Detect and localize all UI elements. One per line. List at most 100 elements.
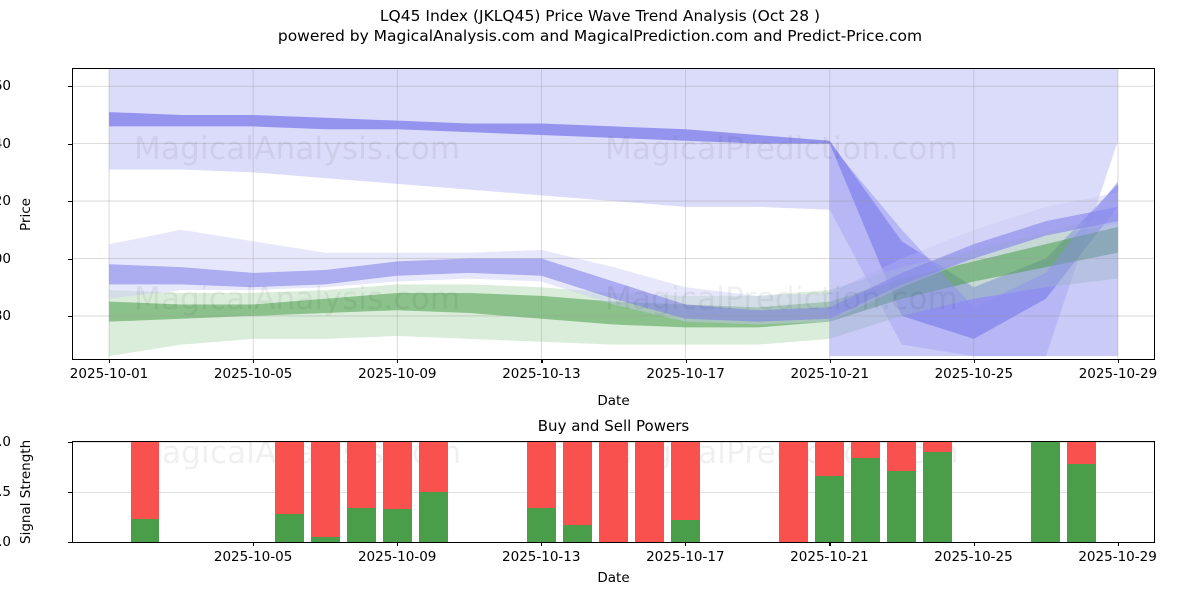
bar-segment-sell: [418, 442, 448, 493]
bar-ytick-label: 1.0: [0, 434, 11, 450]
price-xtick-label: 2025-10-01: [69, 366, 149, 382]
bar-xtick-mark: [685, 542, 687, 546]
bar-segment-buy: [274, 514, 304, 542]
bar-ytick-mark: [68, 541, 72, 543]
bar-segment-sell: [310, 442, 340, 538]
bar-segment-buy: [887, 471, 916, 542]
title-block: LQ45 Index (JKLQ45) Price Wave Trend Ana…: [0, 6, 1200, 46]
bar-segment-buy: [670, 520, 700, 542]
price-ytick-mark: [68, 86, 72, 88]
bar-chart-title: Buy and Sell Powers: [537, 417, 690, 435]
bar-ytick-mark: [68, 442, 72, 444]
bar-segment-buy: [346, 508, 376, 542]
price-ytick-mark: [68, 258, 72, 260]
bar-segment-sell: [562, 442, 592, 526]
bar-ytick-label: 0.5: [0, 483, 11, 500]
bar-segment-buy: [526, 508, 556, 542]
bar-xtick-label: 2025-10-05: [213, 549, 293, 565]
bar-column: [851, 442, 880, 542]
bar-segment-sell: [346, 442, 376, 509]
price-ytick-label: 820: [0, 193, 11, 210]
bar-segment-buy: [815, 476, 844, 542]
bar-column: [562, 442, 592, 542]
bar-xtick-mark: [397, 542, 399, 546]
bar-axis-x-label: Date: [597, 570, 630, 586]
price-axis-y-label: Price: [18, 197, 34, 231]
price-xtick-label: 2025-10-05: [213, 366, 293, 382]
bar-xtick-mark: [973, 542, 975, 546]
bar-column: [598, 442, 628, 542]
bar-column: [346, 442, 376, 542]
bar-segment-sell: [815, 442, 844, 477]
bar-segment-sell: [778, 442, 808, 542]
price-ytick-label: 780: [0, 307, 11, 324]
wave-band-2: [109, 212, 1118, 357]
bar-segment-buy: [310, 537, 340, 542]
price-xtick-label: 2025-10-25: [934, 366, 1014, 382]
bar-segment-sell: [1067, 442, 1096, 465]
price-xtick-mark: [685, 359, 687, 363]
price-ytick-mark: [68, 201, 72, 203]
bar-column: [778, 442, 808, 542]
bar-ytick-label: 0.0: [0, 533, 11, 550]
price-gridlines: [73, 69, 1154, 359]
bar-column: [526, 442, 556, 542]
price-wave-chart-plot-area: [72, 68, 1155, 360]
price-wave-bands: [73, 69, 1154, 359]
bar-column: [382, 442, 412, 542]
price-axis-x-label: Date: [597, 393, 630, 409]
price-xtick-mark: [541, 359, 543, 363]
bar-segment-sell: [382, 442, 412, 510]
price-xtick-label: 2025-10-29: [1078, 366, 1158, 382]
bar-xtick-label: 2025-10-17: [646, 549, 725, 565]
bar-segment-sell: [670, 442, 700, 521]
price-xtick-mark: [397, 359, 399, 363]
wave-band-6: [829, 143, 1118, 357]
bar-segment-sell: [887, 442, 916, 472]
bar-segment-buy: [130, 519, 160, 542]
bar-segment-sell: [274, 442, 304, 515]
bar-column: [634, 442, 664, 542]
bar-xtick-mark: [1117, 542, 1119, 546]
bar-segment-sell: [130, 442, 160, 520]
bar-segment-buy: [1067, 464, 1096, 542]
price-xtick-mark: [109, 359, 111, 363]
wave-band-3: [109, 226, 1118, 328]
page-title: LQ45 Index (JKLQ45) Price Wave Trend Ana…: [379, 7, 821, 25]
price-xtick-label: 2025-10-21: [790, 366, 869, 382]
wave-band-0: [109, 69, 1118, 357]
bar-segment-sell: [923, 442, 952, 453]
bar-segment-buy: [562, 525, 592, 542]
bar-column: [815, 442, 844, 542]
bar-segment-sell: [634, 442, 664, 542]
bar-xtick-mark: [253, 542, 255, 546]
bar-segment-buy: [418, 492, 448, 542]
price-ytick-label: 860: [0, 78, 11, 95]
bar-xtick-mark: [829, 542, 831, 546]
wave-band-5: [109, 206, 1118, 322]
bar-ytick-mark: [68, 491, 72, 493]
bar-segment-buy: [923, 452, 952, 542]
price-xtick-label: 2025-10-13: [502, 366, 581, 382]
bar-column: [923, 442, 952, 542]
bar-segment-sell: [851, 442, 880, 459]
bar-segment-buy: [851, 458, 880, 542]
bar-column: [274, 442, 304, 542]
price-xtick-label: 2025-10-17: [646, 366, 725, 382]
price-xtick-mark: [973, 359, 975, 363]
bar-xtick-label: 2025-10-09: [357, 549, 437, 565]
bar-column: [670, 442, 700, 542]
price-xtick-mark: [1117, 359, 1120, 363]
price-ytick-mark: [68, 143, 72, 145]
bar-column: [1031, 442, 1060, 542]
bar-xtick-label: 2025-10-21: [790, 549, 869, 565]
bar-segment-buy: [1031, 442, 1060, 542]
bar-column: [310, 442, 340, 542]
bar-segment-buy: [382, 509, 412, 542]
bar-column: [887, 442, 916, 542]
bar-column: [1067, 442, 1096, 542]
bar-xtick-label: 2025-10-29: [1078, 549, 1157, 565]
price-xtick-mark: [253, 359, 255, 363]
price-ytick-label: 800: [0, 250, 11, 267]
bar-xtick-mark: [541, 542, 543, 546]
